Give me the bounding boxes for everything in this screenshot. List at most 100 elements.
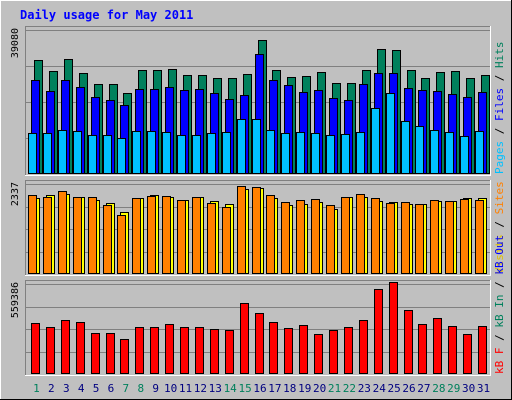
legend-separator: / (493, 275, 506, 295)
legend-bottom: kB F / kB In / kB Out (493, 235, 506, 374)
legend-item-sites: Sites (493, 181, 506, 214)
x-tick-label-day-1: 1 (33, 382, 40, 395)
x-tick-label-day-7: 7 (123, 382, 130, 395)
bar-pages-day-11 (177, 135, 186, 174)
bar-sites-day-1 (28, 195, 37, 274)
x-tick-label-day-17: 17 (268, 382, 281, 395)
bar-pages-day-15 (237, 119, 246, 174)
bar-sites-day-10 (162, 196, 171, 274)
x-tick-label-day-26: 26 (402, 382, 415, 395)
bar-pages-day-26 (401, 121, 410, 174)
bar-sites-day-28 (430, 200, 439, 274)
bar-kb-f-day-23 (359, 320, 368, 374)
x-tick-label-day-15: 15 (238, 382, 251, 395)
x-tick-label-day-30: 30 (462, 382, 475, 395)
bar-kb-f-day-11 (180, 327, 189, 374)
bar-kb-f-day-24 (374, 289, 383, 374)
bar-kb-f-day-18 (284, 328, 293, 374)
bar-pages-day-10 (162, 132, 171, 174)
bar-kb-f-day-27 (418, 324, 427, 374)
bar-pages-day-14 (222, 132, 231, 174)
bar-sites-day-15 (237, 186, 246, 274)
legend-item-kb-f: kB F (493, 348, 506, 375)
bar-kb-f-day-28 (433, 318, 442, 374)
x-axis-labels: 1 2 3 4 5 6 7 8 9 10 11 12 13 14 15 16 17 18 19 20 21 22 23 24 2… (33, 382, 490, 395)
bar-kb-f-day-1 (31, 323, 40, 374)
bar-pages-day-31 (475, 131, 484, 174)
bar-sites-day-25 (386, 203, 395, 274)
bar-pages-day-4 (73, 131, 82, 174)
bar-pages-day-2 (43, 133, 52, 174)
x-tick-label-day-16: 16 (253, 382, 266, 395)
x-tick-label-day-19: 19 (298, 382, 311, 395)
bar-pages-day-7 (117, 138, 126, 174)
x-tick-label-day-28: 28 (432, 382, 445, 395)
bar-pages-day-23 (356, 132, 365, 174)
x-tick-label-day-21: 21 (328, 382, 341, 395)
bar-sites-day-24 (371, 198, 380, 274)
legend-middle: Visits / Sites (493, 181, 506, 274)
bar-kb-f-day-19 (299, 325, 308, 374)
bar-pages-day-21 (326, 135, 335, 174)
bar-kb-f-day-16 (255, 313, 264, 374)
legend-separator: / (493, 328, 506, 348)
bar-kb-f-day-9 (150, 327, 159, 374)
bar-kb-f-day-25 (389, 282, 398, 374)
x-tick-label-day-20: 20 (313, 382, 326, 395)
bar-kb-f-day-20 (314, 334, 323, 374)
bar-sites-day-13 (207, 203, 216, 274)
bar-sites-day-9 (147, 196, 156, 274)
bar-sites-day-12 (192, 197, 201, 274)
legend-separator: / (493, 214, 506, 234)
x-tick-label-day-5: 5 (93, 382, 100, 395)
bar-pages-day-30 (460, 136, 469, 174)
legend-top: Pages / Files / Hits (493, 42, 506, 175)
bar-kb-f-day-6 (106, 333, 115, 374)
bar-pages-day-6 (103, 135, 112, 174)
bar-kb-f-day-7 (120, 339, 129, 374)
bar-kb-f-day-21 (329, 330, 338, 374)
legend-separator: / (493, 121, 506, 141)
bar-pages-day-5 (88, 135, 97, 174)
x-tick-label-day-3: 3 (63, 382, 70, 395)
bar-pages-day-9 (147, 131, 156, 174)
x-tick-label-day-22: 22 (343, 382, 356, 395)
bar-sites-day-14 (222, 207, 231, 274)
bar-pages-day-24 (371, 108, 380, 174)
x-tick-label-day-12: 12 (194, 382, 207, 395)
bar-pages-day-20 (311, 133, 320, 174)
bar-sites-day-31 (475, 200, 484, 274)
panel-1-ymax-label: 2337 (10, 182, 21, 206)
x-tick-label-day-11: 11 (179, 382, 192, 395)
bar-sites-day-30 (460, 199, 469, 274)
bar-sites-day-21 (326, 205, 335, 274)
bar-pages-day-1 (28, 133, 37, 174)
bar-sites-day-18 (281, 202, 290, 274)
bar-sites-day-23 (356, 194, 365, 274)
panel-0-ymax-label: 39080 (10, 28, 21, 58)
bar-pages-day-19 (296, 132, 305, 174)
bar-sites-day-29 (445, 201, 454, 274)
bar-sites-day-26 (401, 202, 410, 274)
x-tick-label-day-14: 14 (224, 382, 238, 395)
panel-sites-visits: 2337 Visits / Sites (10, 180, 506, 276)
bar-sites-day-16 (252, 187, 261, 274)
bar-pages-day-22 (341, 134, 350, 174)
legend-item-visits: Visits (493, 234, 506, 274)
bar-kb-f-day-8 (135, 327, 144, 374)
legend-item-kb-in: kB In (493, 295, 506, 328)
x-tick-label-day-25: 25 (388, 382, 401, 395)
bar-sites-day-4 (73, 197, 82, 274)
x-tick-label-day-29: 29 (447, 382, 460, 395)
x-tick-label-day-9: 9 (152, 382, 159, 395)
bar-kb-f-day-5 (91, 333, 100, 374)
x-tick-label-day-18: 18 (283, 382, 296, 395)
bar-pages-day-28 (430, 130, 439, 174)
bar-pages-day-18 (281, 133, 290, 174)
legend-item-hits: Hits (493, 42, 506, 69)
bar-pages-day-12 (192, 135, 201, 174)
bar-sites-day-11 (177, 200, 186, 274)
x-tick-label-day-4: 4 (78, 382, 85, 395)
